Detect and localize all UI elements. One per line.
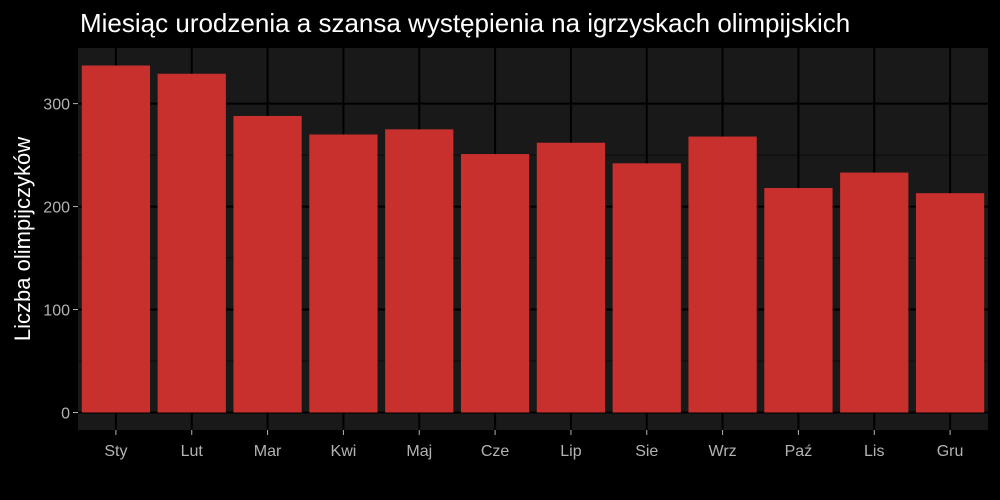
x-tick-label: Sie (635, 443, 658, 460)
y-tick-label: 300 (43, 97, 70, 114)
x-tick-label: Wrz (709, 443, 737, 460)
bar (385, 129, 454, 413)
x-tick-label: Gru (937, 443, 964, 460)
bar (81, 65, 151, 413)
x-tick-label: Lut (181, 443, 204, 460)
bar (536, 142, 606, 413)
x-tick-label: Lis (864, 443, 884, 460)
y-axis-title: Liczba olimpijczyków (10, 137, 35, 341)
x-tick-label: Kwi (331, 443, 357, 460)
x-tick-label: Maj (406, 443, 432, 460)
x-tick-label: Paź (785, 443, 813, 460)
plot-panel (78, 48, 988, 430)
chart-title: Miesiąc urodzenia a szansa występienia n… (80, 8, 851, 38)
y-tick-label: 200 (43, 200, 70, 217)
y-tick-label: 100 (43, 303, 70, 320)
y-axis-ticks: 0 100 200 300 (43, 97, 78, 422)
x-tick-label: Lip (560, 443, 581, 460)
bar (233, 115, 302, 413)
bar (688, 136, 757, 413)
x-axis-ticks: Sty Lut Mar Kwi Maj Cze Lip Sie Wrz Paź Lis Gru (104, 430, 963, 460)
bar (157, 73, 226, 413)
bar (764, 188, 833, 413)
bars (81, 65, 985, 413)
bar (840, 172, 909, 413)
bar (460, 154, 530, 413)
x-tick-label: Cze (481, 443, 510, 460)
x-tick-label: Mar (254, 443, 282, 460)
bar (612, 163, 681, 413)
bar (309, 134, 378, 413)
y-tick-label: 0 (61, 405, 70, 422)
bar (915, 193, 985, 413)
x-tick-label: Sty (104, 443, 127, 460)
